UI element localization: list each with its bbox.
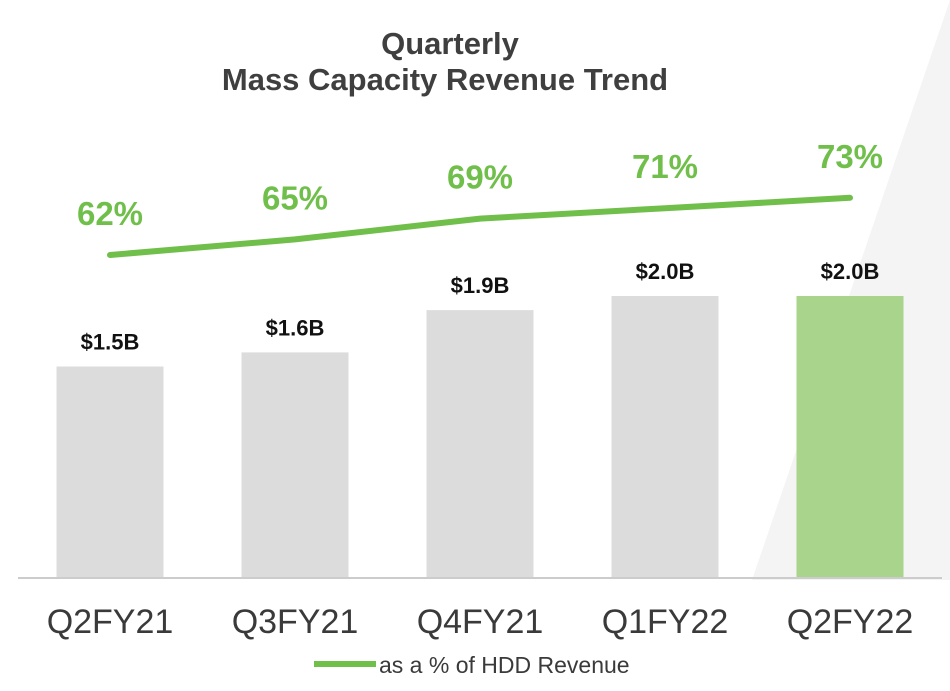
bar-value-label: $2.0B	[821, 259, 880, 284]
bar-q2fy21	[56, 366, 164, 578]
share-percent-label: 65%	[262, 179, 328, 216]
bar-labels-group: $1.5B Q2FY21 $1.6B Q3FY21 $1.9B Q4FY21 $2.0B Q1…	[47, 259, 914, 641]
bar-value-label: $2.0B	[636, 259, 695, 284]
bar-q1fy22	[611, 296, 719, 578]
share-percent-label: 69%	[447, 159, 513, 196]
chart-subtitle: Mass Capacity Revenue Trend	[222, 62, 668, 97]
category-label: Q2FY21	[47, 603, 174, 641]
bar-q2fy22	[796, 296, 904, 578]
bar-q4fy21	[426, 310, 534, 578]
bar-value-label: $1.5B	[81, 330, 140, 355]
share-percent-label: 62%	[77, 195, 143, 232]
share-line-group: 62% 65% 69% 71% 73%	[77, 138, 883, 258]
share-line	[107, 194, 853, 258]
bars-group	[56, 296, 904, 578]
bar-value-label: $1.6B	[266, 315, 325, 340]
category-label: Q1FY22	[602, 603, 729, 641]
share-percent-label: 73%	[817, 138, 883, 175]
chart-title: Quarterly	[381, 26, 520, 61]
share-percent-label: 71%	[632, 148, 698, 185]
legend: as a % of HDD Revenue	[314, 652, 630, 678]
category-label: Q2FY22	[787, 603, 914, 641]
bar-q3fy21	[241, 352, 349, 578]
bar-value-label: $1.9B	[451, 273, 510, 298]
category-label: Q4FY21	[417, 603, 544, 641]
category-label: Q3FY21	[232, 603, 359, 641]
legend-label: as a % of HDD Revenue	[379, 652, 630, 678]
